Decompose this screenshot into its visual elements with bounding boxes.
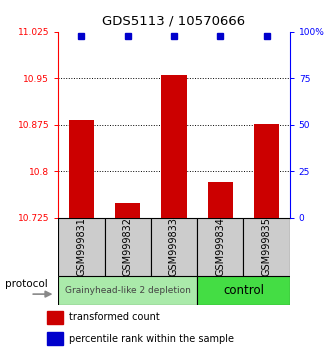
Text: transformed count: transformed count <box>69 312 160 322</box>
Bar <box>207 182 233 218</box>
Bar <box>254 124 279 218</box>
Title: GDS5113 / 10570666: GDS5113 / 10570666 <box>103 15 245 28</box>
Bar <box>197 218 243 276</box>
Text: GSM999833: GSM999833 <box>169 217 179 276</box>
Text: GSM999831: GSM999831 <box>76 217 87 276</box>
Bar <box>197 276 290 305</box>
Text: control: control <box>223 284 264 297</box>
Text: GSM999834: GSM999834 <box>215 217 225 276</box>
Bar <box>58 218 105 276</box>
Bar <box>243 218 290 276</box>
Bar <box>58 276 197 305</box>
Text: percentile rank within the sample: percentile rank within the sample <box>69 334 234 344</box>
Bar <box>105 218 151 276</box>
Text: Grainyhead-like 2 depletion: Grainyhead-like 2 depletion <box>65 286 191 295</box>
Text: GSM999832: GSM999832 <box>123 217 133 276</box>
Bar <box>47 311 64 324</box>
Text: protocol: protocol <box>5 279 47 289</box>
Text: GSM999835: GSM999835 <box>261 217 272 276</box>
Bar <box>161 75 187 218</box>
Bar <box>69 120 94 218</box>
Bar <box>115 204 141 218</box>
Bar <box>47 332 64 345</box>
Bar <box>151 218 197 276</box>
